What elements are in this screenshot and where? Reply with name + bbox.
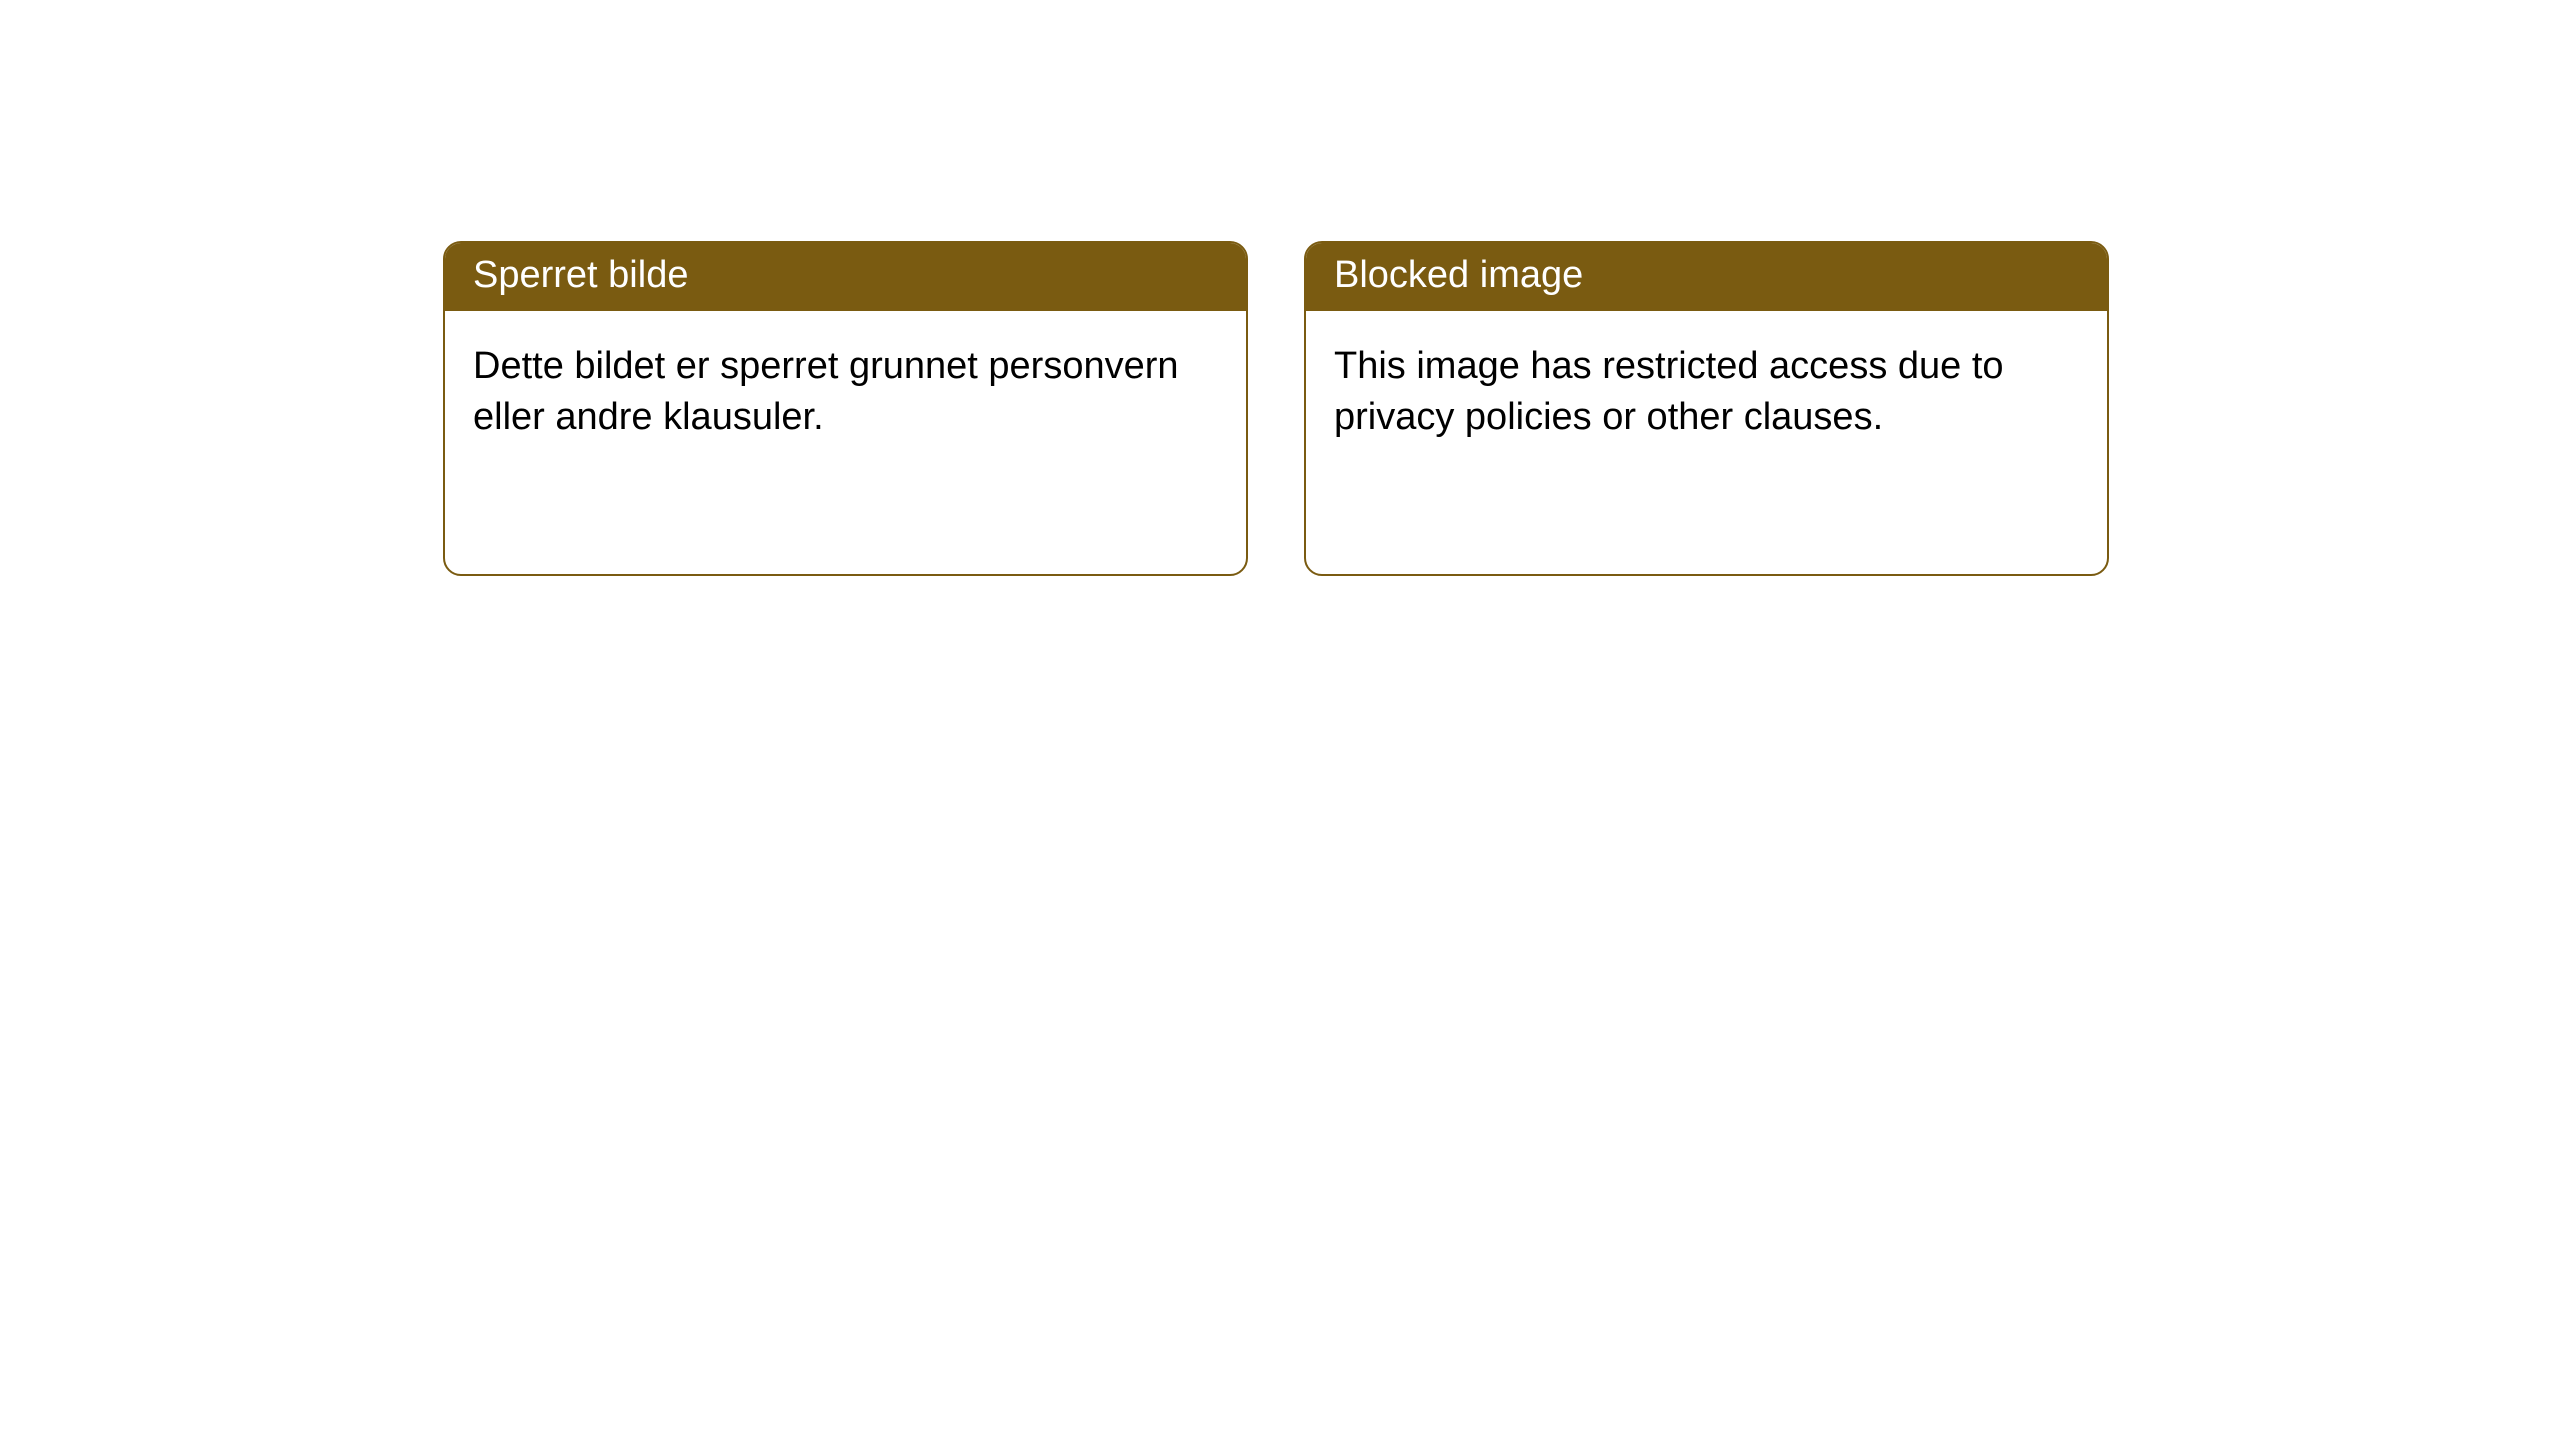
notice-card-title: Sperret bilde xyxy=(445,243,1246,311)
notice-card-title: Blocked image xyxy=(1306,243,2107,311)
notice-card-body: This image has restricted access due to … xyxy=(1306,311,2107,474)
notice-card-norwegian: Sperret bilde Dette bildet er sperret gr… xyxy=(443,241,1248,576)
notice-card-english: Blocked image This image has restricted … xyxy=(1304,241,2109,576)
notice-container: Sperret bilde Dette bildet er sperret gr… xyxy=(0,0,2560,576)
notice-card-body: Dette bildet er sperret grunnet personve… xyxy=(445,311,1246,474)
